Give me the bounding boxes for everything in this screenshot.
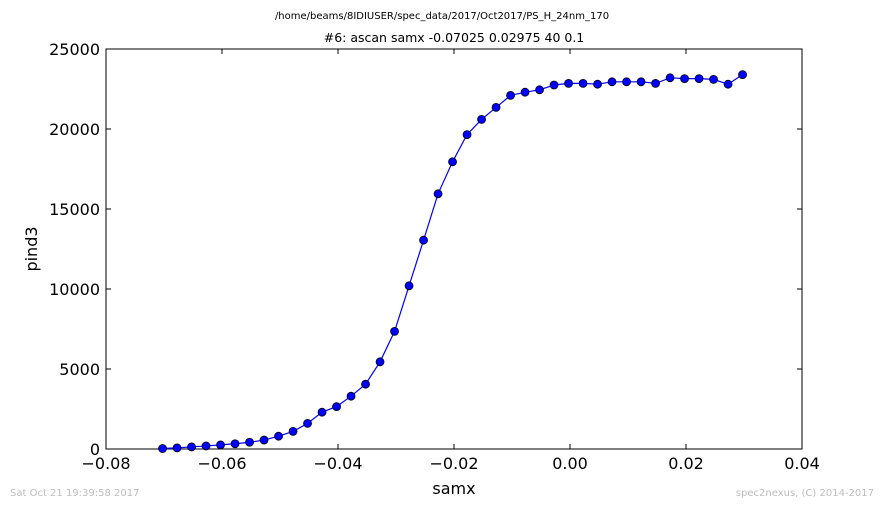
data-point [607,77,617,87]
y-tick-label: 15000 [49,200,100,219]
x-tick-label: 0.00 [552,454,588,473]
data-point [317,407,327,417]
plot-frame [105,48,803,450]
y-tick-label: 5000 [59,360,100,379]
chart-title: #6: ascan samx -0.07025 0.02975 40 0.1 [324,30,585,45]
data-point [636,77,646,87]
x-axis-label: samx [432,479,475,498]
data-point [332,402,341,412]
data-point [216,440,225,450]
data-point [172,443,182,453]
data-point [723,79,733,89]
data-point [462,130,472,140]
data-point [245,437,254,447]
data-point [535,85,544,95]
data-point [448,157,457,167]
data-point [680,74,689,83]
data-point [201,441,211,451]
data-point [303,418,312,428]
x-tick-label: 0.04 [784,454,820,473]
y-axis-label: pind3 [22,226,41,271]
axis-ticks: −0.08 −0.06 −0.04 −0.02 0.00 0.02 0.04 0 5000 100… [49,40,820,473]
y-tick-label: 25000 [49,40,100,59]
data-point [665,73,675,83]
data-point [477,115,486,124]
data-series [158,70,747,453]
data-point [506,91,515,100]
x-tick-label: −0.02 [429,454,478,473]
footer-credit: spec2nexus, (C) 2014-2017 [735,488,874,499]
data-point [593,79,602,89]
data-point [158,444,167,453]
series-line [162,74,743,450]
data-point [709,75,718,84]
data-point [694,74,704,83]
data-point [491,103,501,112]
data-point [274,431,283,441]
data-point [375,357,385,367]
data-point [404,281,414,291]
x-tick-label: 0.02 [668,454,704,473]
data-point [549,80,559,90]
y-tick-label: 20000 [49,120,100,139]
data-point [433,189,443,199]
data-point [259,435,269,445]
footer-timestamp: Sat Oct 21 19:39:58 2017 [10,488,140,499]
y-tick-label: 0 [90,440,100,459]
data-point [288,426,298,436]
data-point [419,235,428,245]
x-tick-label: −0.04 [313,454,362,473]
data-point [520,87,530,97]
data-point [738,70,747,79]
x-tick-label: −0.06 [197,454,246,473]
data-point [390,326,399,336]
data-point [651,79,660,88]
chart-path-heading: /home/beams/8IDIUSER/spec_data/2017/Oct2… [275,11,609,22]
data-point [346,391,356,401]
y-tick-label: 10000 [49,280,100,299]
data-point [230,439,240,449]
data-point [622,77,631,87]
data-point [187,442,196,452]
data-point [564,79,573,88]
data-point [578,79,588,88]
data-point [361,379,370,389]
x-tick-label: −0.08 [81,454,130,473]
